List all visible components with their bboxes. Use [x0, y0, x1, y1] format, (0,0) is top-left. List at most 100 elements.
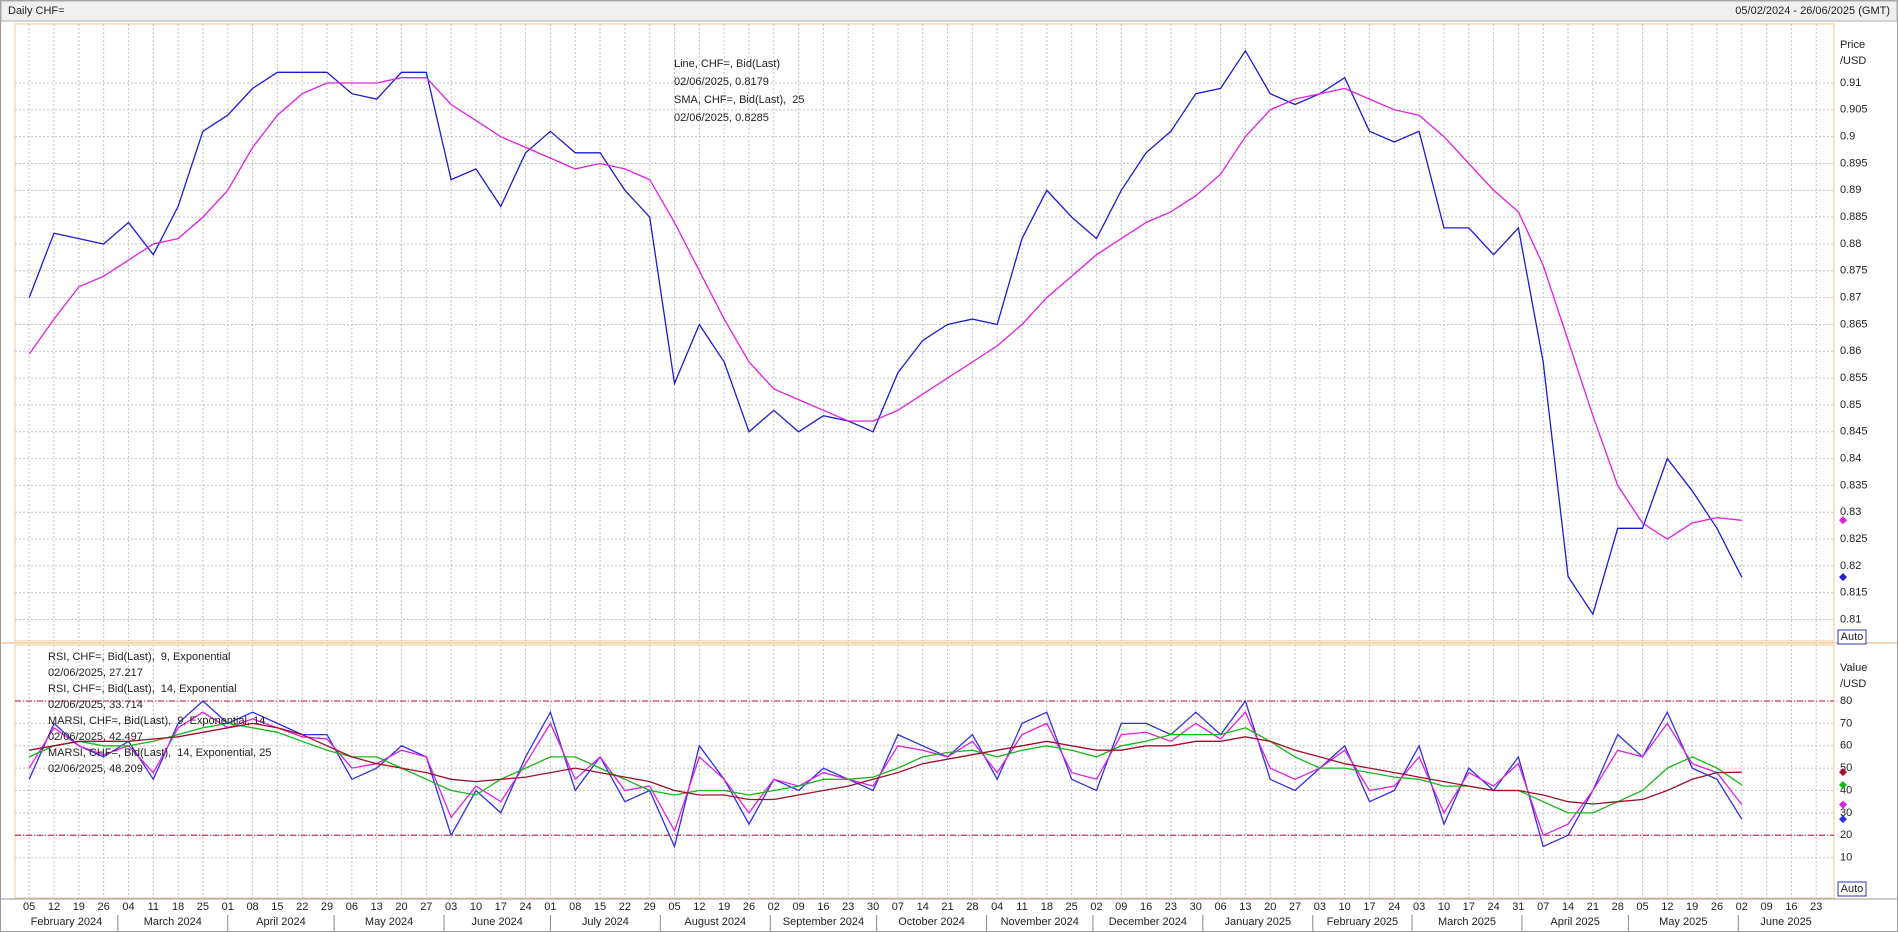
month-label: March 2025 — [1438, 916, 1496, 928]
x-tick-label: 28 — [966, 901, 978, 913]
x-tick-label: 25 — [197, 901, 209, 913]
month-label: July 2024 — [582, 916, 629, 928]
legend-name: SMA, CHF=, Bid(Last), 25 — [674, 94, 805, 106]
x-tick-label: 10 — [1438, 901, 1450, 913]
month-label: August 2024 — [684, 916, 746, 928]
x-tick-label: 25 — [1066, 901, 1078, 913]
x-tick-label: 23 — [1810, 901, 1822, 913]
x-tick-label: 05 — [1636, 901, 1648, 913]
last-value-marker — [1839, 768, 1847, 777]
month-label: October 2024 — [898, 916, 965, 928]
x-tick-label: 22 — [619, 901, 631, 913]
legend-value: 02/06/2025, 42.497 — [48, 731, 143, 743]
x-tick-label: 22 — [296, 901, 308, 913]
x-tick-label: 30 — [867, 901, 879, 913]
x-tick-label: 07 — [1537, 901, 1549, 913]
legend-name: RSI, CHF=, Bid(Last), 9, Exponential — [48, 651, 231, 663]
y-tick-label: 0.855 — [1840, 372, 1868, 384]
y-tick-label: 0.815 — [1840, 587, 1868, 599]
x-tick-label: 10 — [470, 901, 482, 913]
x-tick-label: 06 — [1214, 901, 1226, 913]
month-label: September 2024 — [783, 916, 864, 928]
legend-name: Line, CHF=, Bid(Last) — [674, 58, 780, 70]
series-line — [28, 699, 1743, 849]
x-tick-label: 04 — [991, 901, 1003, 913]
x-tick-label: 24 — [1388, 901, 1400, 913]
series-line — [28, 711, 1743, 837]
x-tick-label: 19 — [73, 901, 85, 913]
x-tick-label: 29 — [321, 901, 333, 913]
y-tick-label: 0.895 — [1840, 157, 1868, 169]
last-value-marker — [1839, 815, 1847, 824]
y-tick-label: 0.84 — [1840, 452, 1861, 464]
y-tick-label: 0.85 — [1840, 399, 1861, 411]
header-date-range: 05/02/2024 - 26/06/2025 (GMT) — [1735, 5, 1890, 17]
legend-name: MARSI, CHF=, Bid(Last), 9, Exponential, … — [48, 715, 265, 727]
x-tick-label: 23 — [1165, 901, 1177, 913]
x-tick-label: 03 — [1314, 901, 1326, 913]
x-tick-label: 02 — [768, 901, 780, 913]
month-label: February 2024 — [31, 916, 103, 928]
x-tick-label: 24 — [519, 901, 531, 913]
series-line — [28, 722, 1743, 814]
header-title: Daily CHF= — [8, 5, 65, 17]
x-tick-label: 18 — [1041, 901, 1053, 913]
y-tick-label: 0.905 — [1840, 104, 1868, 116]
x-tick-label: 11 — [148, 901, 159, 913]
y-tick-label: 0.88 — [1840, 238, 1861, 250]
x-tick-label: 26 — [1711, 901, 1723, 913]
month-label: June 2025 — [1760, 916, 1811, 928]
month-label: November 2024 — [1001, 916, 1079, 928]
x-tick-label: 01 — [544, 901, 556, 913]
x-tick-label: 05 — [23, 901, 35, 913]
x-tick-label: 21 — [1587, 901, 1599, 913]
x-tick-label: 08 — [569, 901, 581, 913]
x-tick-label: 15 — [594, 901, 606, 913]
x-tick-label: 14 — [917, 901, 929, 913]
x-tick-label: 24 — [1487, 901, 1499, 913]
y-axis-label: /USD — [1840, 678, 1866, 690]
month-label: June 2024 — [472, 916, 523, 928]
y-tick-label: 0.885 — [1840, 211, 1868, 223]
x-tick-label: 20 — [395, 901, 407, 913]
y-tick-label: 80 — [1840, 695, 1852, 707]
y-axis-label: /USD — [1840, 55, 1866, 67]
x-tick-label: 10 — [1339, 901, 1351, 913]
x-tick-label: 21 — [941, 901, 953, 913]
x-tick-label: 16 — [1140, 901, 1152, 913]
month-label: December 2024 — [1109, 916, 1187, 928]
legend-name: RSI, CHF=, Bid(Last), 14, Exponential — [48, 683, 237, 695]
x-tick-label: 19 — [1686, 901, 1698, 913]
x-tick-label: 16 — [817, 901, 829, 913]
y-tick-label: 0.865 — [1840, 318, 1868, 330]
x-tick-label: 17 — [1463, 901, 1475, 913]
y-tick-label: 0.9 — [1840, 131, 1855, 143]
month-label: April 2025 — [1550, 916, 1600, 928]
x-tick-label: 09 — [1115, 901, 1127, 913]
x-tick-label: 28 — [1612, 901, 1624, 913]
x-tick-label: 02 — [1090, 901, 1102, 913]
y-tick-label: 60 — [1840, 740, 1852, 752]
x-tick-label: 26 — [98, 901, 110, 913]
auto-label: Auto — [1841, 631, 1864, 643]
x-tick-label: 30 — [1190, 901, 1202, 913]
legend-value: 02/06/2025, 27.217 — [48, 667, 143, 679]
x-tick-label: 01 — [222, 901, 234, 913]
y-tick-label: 0.835 — [1840, 479, 1868, 491]
legend-value: 02/06/2025, 0.8285 — [674, 112, 769, 124]
x-tick-label: 16 — [1785, 901, 1797, 913]
x-tick-label: 18 — [172, 901, 184, 913]
y-tick-label: 0.91 — [1840, 77, 1861, 89]
x-tick-label: 13 — [371, 901, 383, 913]
month-label: May 2024 — [365, 916, 413, 928]
x-tick-label: 05 — [668, 901, 680, 913]
x-tick-label: 31 — [1512, 901, 1524, 913]
x-tick-label: 15 — [271, 901, 283, 913]
x-tick-label: 06 — [346, 901, 358, 913]
y-tick-label: 10 — [1840, 852, 1852, 864]
series-line — [28, 49, 1743, 616]
x-tick-label: 19 — [718, 901, 730, 913]
y-tick-label: 0.81 — [1840, 613, 1861, 625]
y-tick-label: 0.845 — [1840, 426, 1868, 438]
